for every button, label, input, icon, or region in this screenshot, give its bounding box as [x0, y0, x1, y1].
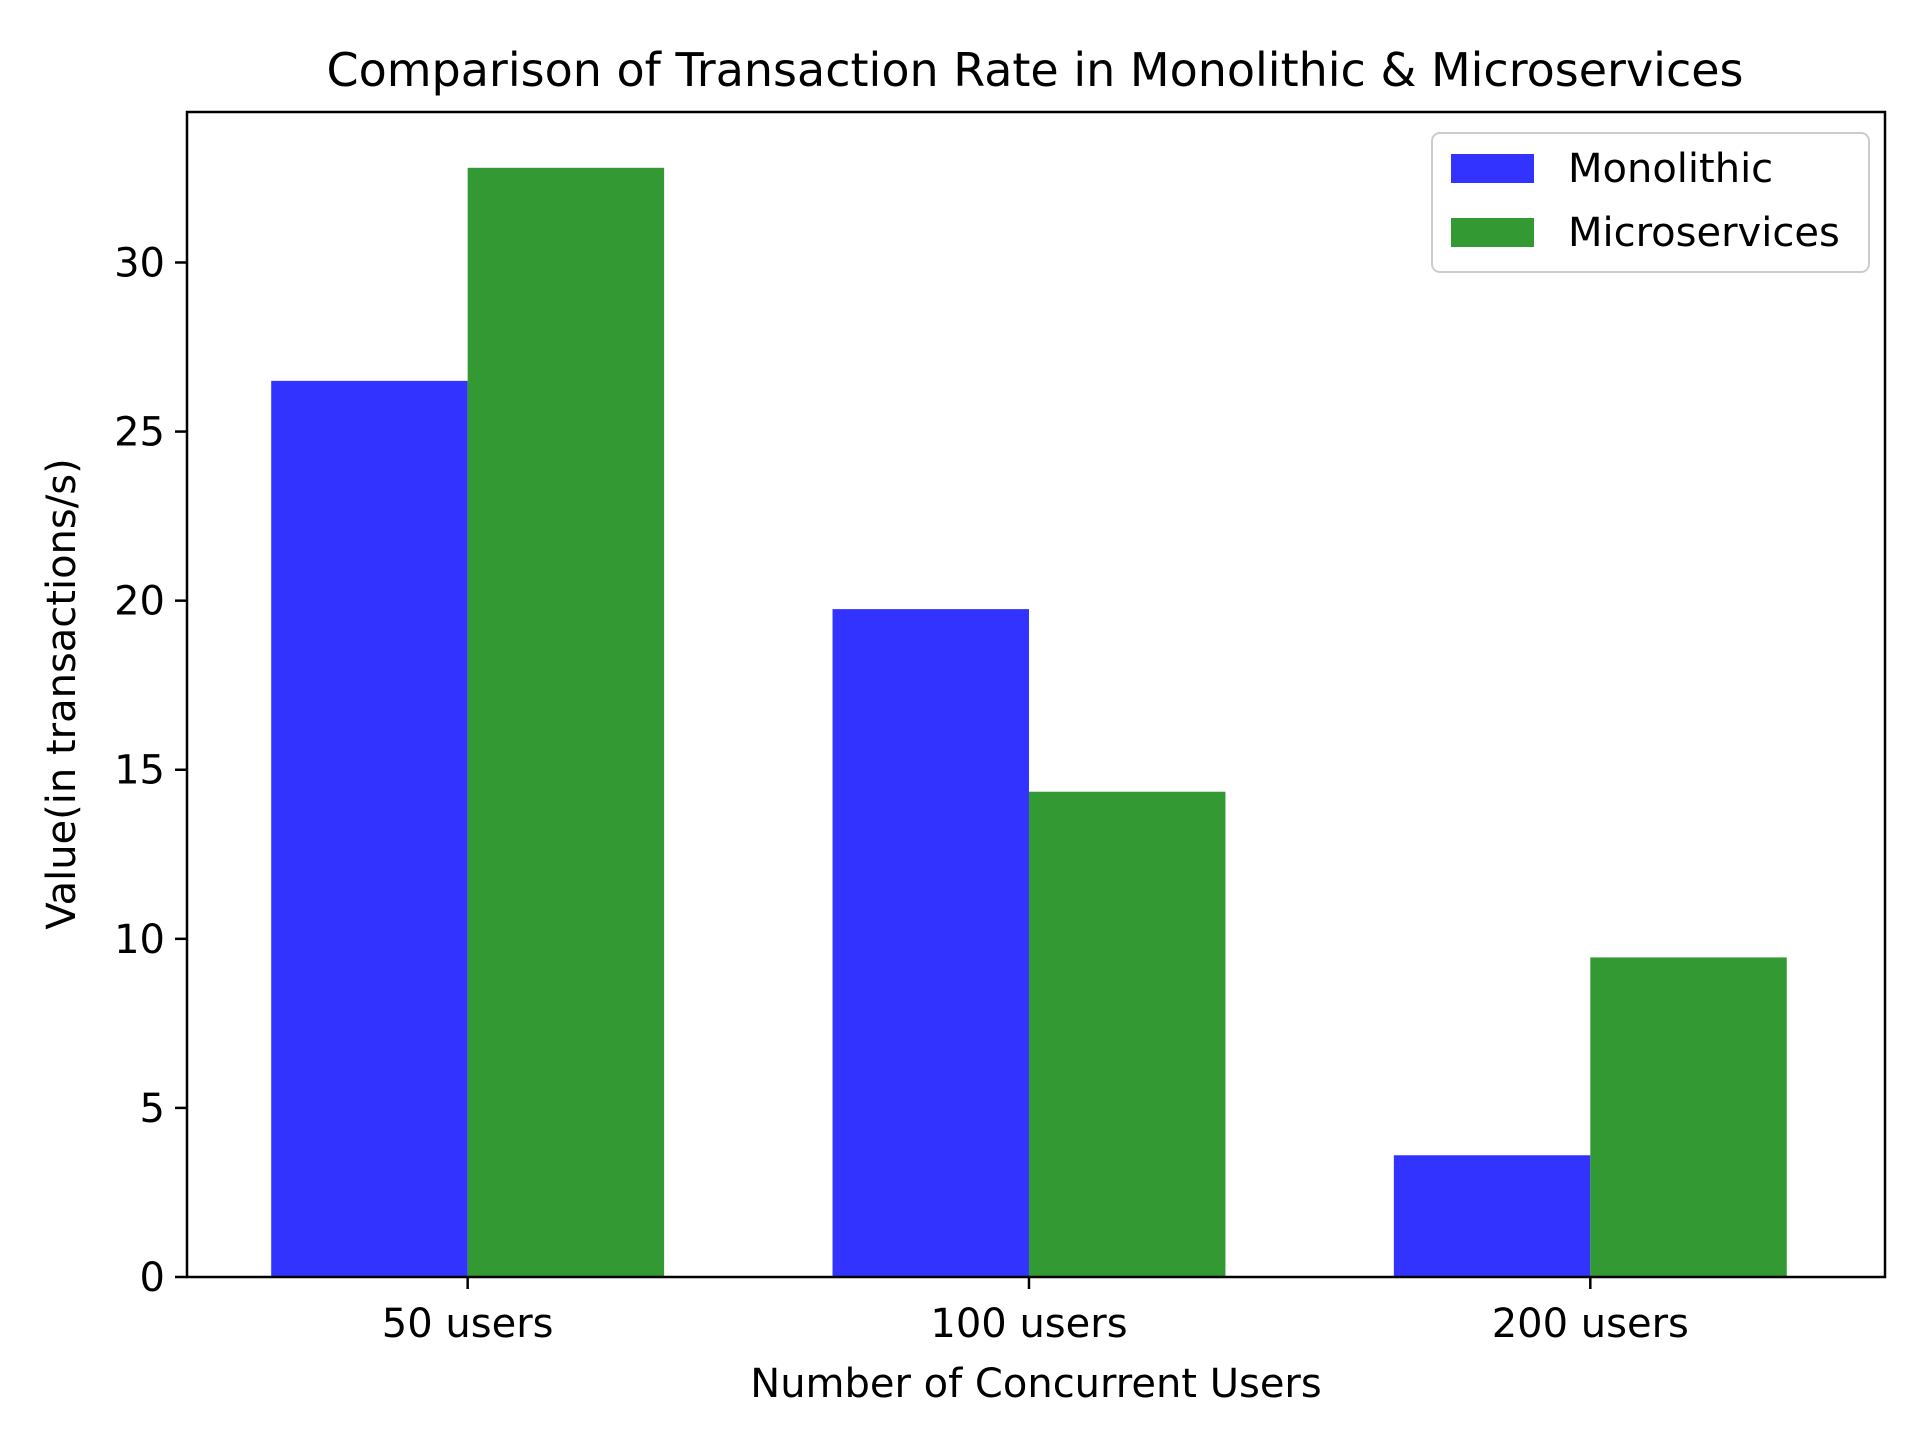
- legend-frame: [1431, 132, 1870, 273]
- bars-layer: [271, 167, 1787, 1278]
- legend-label-microservices: Microservices: [1568, 210, 1840, 256]
- y-tick-label: 15: [114, 748, 165, 794]
- y-tick-label: 20: [114, 579, 165, 625]
- legend: Monolithic Microservices: [1431, 132, 1870, 273]
- x-tick-label: 50 users: [382, 1301, 554, 1347]
- bar-monolithic-200-users: [1393, 1155, 1591, 1277]
- x-tick-label: 200 users: [1492, 1301, 1689, 1347]
- x-axis-label: Number of Concurrent Users: [750, 1361, 1321, 1407]
- bar-microservices-200-users: [1590, 957, 1787, 1277]
- bar-microservices-50-users: [467, 167, 665, 1278]
- legend-swatch-monolithic: [1451, 154, 1534, 183]
- y-tick-label: 30: [114, 240, 165, 286]
- legend-label-monolithic: Monolithic: [1568, 146, 1773, 192]
- y-tick-label: 25: [114, 410, 165, 456]
- plot-frame: [185, 110, 1887, 1279]
- y-tick-label: 0: [140, 1255, 165, 1301]
- y-tick-label: 10: [114, 917, 165, 963]
- chart-title: Comparison of Transaction Rate in Monoli…: [326, 43, 1743, 97]
- y-tick-label: 5: [140, 1086, 165, 1132]
- bar-monolithic-100-users: [832, 609, 1029, 1277]
- x-tick-label: 100 users: [930, 1301, 1127, 1347]
- legend-swatch-microservices: [1451, 218, 1534, 247]
- y-axis: 0 5 10 15 20 25 30: [114, 240, 187, 1301]
- y-axis-label: Value(in transactions/s): [39, 458, 85, 929]
- bar-microservices-100-users: [1028, 791, 1226, 1277]
- x-axis: 50 users 100 users 200 users: [382, 1277, 1689, 1347]
- bar-monolithic-50-users: [271, 380, 468, 1277]
